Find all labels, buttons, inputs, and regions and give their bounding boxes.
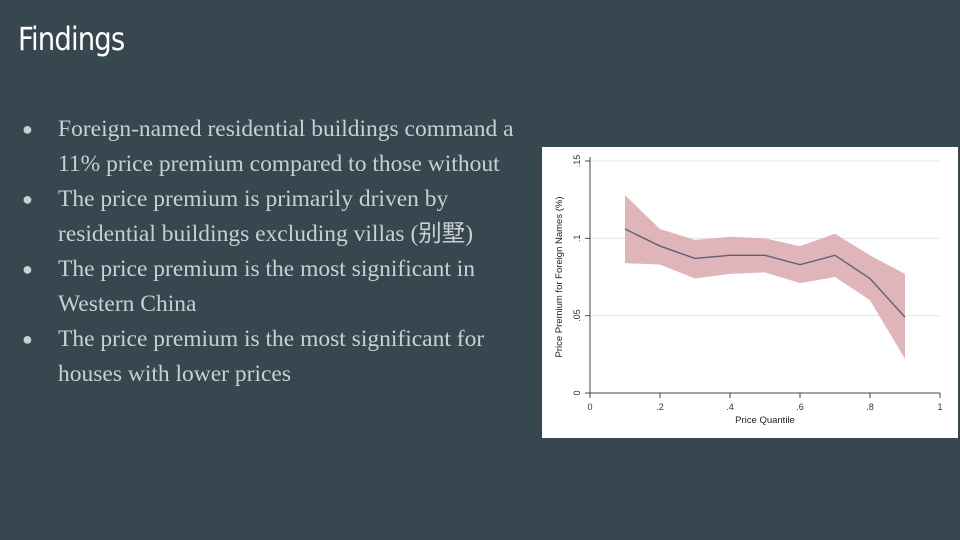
finding-item: ● Foreign-named residential buildings co… bbox=[18, 112, 538, 182]
slide-title: Findings bbox=[18, 20, 125, 58]
finding-item: ● The price premium is the most signific… bbox=[18, 322, 538, 392]
finding-item: ● The price premium is the most signific… bbox=[18, 252, 538, 322]
finding-text: The price premium is the most significan… bbox=[58, 256, 476, 317]
x-tick-label: 0 bbox=[587, 402, 592, 412]
y-tick-label: 0 bbox=[572, 390, 582, 395]
y-axis-title: Price Premium for Foreign Names (%) bbox=[554, 196, 565, 357]
x-axis-title: Price Quantile bbox=[735, 415, 795, 426]
bullet-icon: ● bbox=[22, 119, 33, 139]
price-premium-chart: 0 .05 .1 .15 0 .2 .4 .6 .8 1 Price Quantile Price… bbox=[542, 147, 958, 438]
chart-canvas: 0 .05 .1 .15 0 .2 .4 .6 .8 1 Price Quantile Price… bbox=[554, 155, 943, 426]
x-tick-label: .4 bbox=[726, 402, 734, 412]
confidence-band bbox=[625, 195, 905, 359]
finding-item: ● The price premium is primarily driven … bbox=[18, 182, 538, 252]
findings-list: ● Foreign-named residential buildings co… bbox=[18, 112, 538, 392]
finding-text: The price premium is primarily driven by… bbox=[58, 186, 474, 247]
x-tick-label: .6 bbox=[796, 402, 804, 412]
finding-text: The price premium is the most significan… bbox=[58, 326, 485, 387]
x-tick-label: .2 bbox=[656, 402, 664, 412]
y-tick-label: .15 bbox=[572, 155, 582, 168]
x-tick-label: .8 bbox=[866, 402, 874, 412]
bullet-icon: ● bbox=[22, 329, 33, 349]
x-tick-label: 1 bbox=[937, 402, 942, 412]
axes-layer: 0 .05 .1 .15 0 .2 .4 .6 .8 1 bbox=[572, 155, 943, 412]
series-line bbox=[624, 228, 906, 318]
y-tick-label: .05 bbox=[572, 309, 582, 322]
y-tick-label: .1 bbox=[572, 235, 582, 243]
finding-text: Foreign-named residential buildings comm… bbox=[58, 116, 514, 177]
bullet-icon: ● bbox=[22, 189, 33, 209]
bullet-icon: ● bbox=[22, 259, 33, 279]
